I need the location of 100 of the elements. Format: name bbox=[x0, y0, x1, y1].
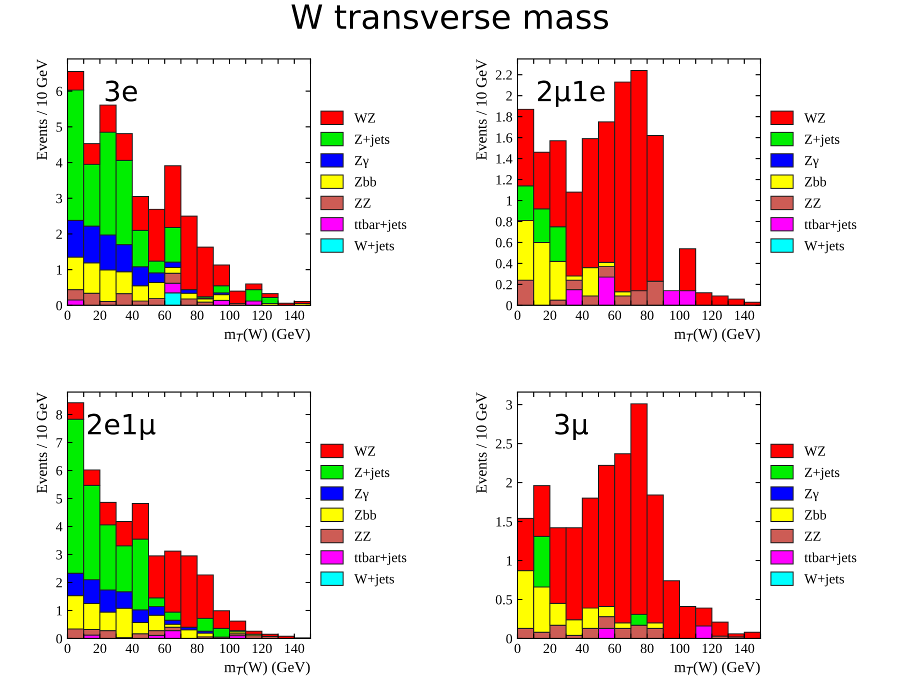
text: W transverse mass bbox=[291, 4, 608, 30]
x-tick-label: 0 bbox=[514, 310, 520, 320]
legend-label: ttbar+jets bbox=[354, 552, 406, 566]
legend-label: WZ bbox=[804, 113, 826, 123]
legend-label: Zγ bbox=[354, 156, 369, 168]
y-tick-label: 2.2 bbox=[496, 70, 512, 80]
legend-label: ttbar+jets bbox=[804, 219, 856, 232]
y-tick-label: 6 bbox=[56, 466, 62, 476]
y-tick-label: 1.6 bbox=[496, 133, 512, 143]
y-tick-label: 5 bbox=[56, 494, 62, 504]
legend-label: ZZ bbox=[354, 532, 370, 541]
y-tick-label: 5 bbox=[56, 122, 62, 132]
legend-label: Z+jets bbox=[354, 468, 390, 480]
x-tick-label: 20 bbox=[94, 644, 106, 654]
legend-label: Zbb bbox=[354, 176, 376, 187]
legend-label: W+jets bbox=[354, 574, 394, 586]
annotation: 2e1μ bbox=[88, 414, 156, 440]
x-tick-label: 120 bbox=[702, 644, 722, 654]
x-tick-label: 140 bbox=[735, 644, 754, 654]
legend-label: ttbar+jets bbox=[804, 552, 856, 566]
x-tick-label: 40 bbox=[576, 644, 589, 654]
legend-label: WZ bbox=[354, 446, 376, 456]
x-axis-title: m$_{T}$(W) (GeV) bbox=[224, 661, 310, 676]
x-tick-label: 0 bbox=[64, 310, 70, 320]
annotation: 3e bbox=[106, 80, 137, 102]
legend-label: Zbb bbox=[804, 510, 826, 520]
x-axis-title: m$_{T}$(W) (GeV) bbox=[674, 328, 760, 342]
x-tick-label: 80 bbox=[190, 310, 204, 320]
legend-label: Zγ bbox=[804, 489, 819, 502]
y-tick-label: 3 bbox=[56, 194, 62, 204]
x-tick-label: 60 bbox=[158, 310, 172, 320]
y-tick-label: 2 bbox=[56, 230, 62, 239]
y-tick-label: 0 bbox=[56, 300, 62, 310]
x-axis-title: m$_{T}$(W) (GeV) bbox=[224, 328, 310, 342]
y-tick-label: 0.6 bbox=[496, 238, 512, 248]
y-tick-label: 2 bbox=[506, 478, 512, 488]
y-tick-label: 1 bbox=[506, 196, 512, 206]
y-tick-label: 2.5 bbox=[496, 439, 512, 449]
x-tick-label: 0 bbox=[514, 644, 520, 654]
x-tick-label: 80 bbox=[640, 310, 654, 320]
y-tick-label: 8 bbox=[56, 410, 62, 420]
y-tick-label: 0 bbox=[506, 300, 512, 310]
y-tick-label: 1 bbox=[56, 265, 62, 274]
legend-label: Z+jets bbox=[804, 134, 840, 147]
x-tick-label: 140 bbox=[285, 644, 304, 654]
x-tick-label: 40 bbox=[576, 310, 589, 320]
x-tick-label: 20 bbox=[544, 310, 556, 320]
legend-label: WZ bbox=[804, 446, 826, 456]
legend-label: Z+jets bbox=[354, 134, 390, 147]
x-tick-label: 40 bbox=[126, 644, 139, 654]
x-tick-label: 80 bbox=[190, 644, 204, 654]
x-tick-label: 120 bbox=[252, 644, 272, 654]
y-tick-label: 1 bbox=[506, 556, 512, 566]
y-tick-label: 6 bbox=[56, 86, 62, 96]
x-tick-label: 120 bbox=[252, 310, 272, 320]
y-tick-label: 1.4 bbox=[496, 154, 512, 164]
legend-label: WZ bbox=[354, 113, 376, 123]
y-axis-title: Events / 10 GeV bbox=[36, 392, 48, 494]
y-tick-label: 2 bbox=[506, 91, 512, 100]
legend-label: W+jets bbox=[354, 241, 394, 254]
x-tick-label: 60 bbox=[608, 310, 622, 320]
y-tick-label: 0.4 bbox=[496, 259, 512, 268]
x-tick-label: 60 bbox=[608, 644, 622, 654]
y-tick-label: 0.8 bbox=[496, 217, 512, 227]
y-axis-title: Events / 10 GeV bbox=[36, 59, 48, 160]
y-tick-label: 1 bbox=[56, 606, 62, 616]
y-axis-title: Events / 10 GeV bbox=[476, 392, 487, 494]
x-tick-label: 140 bbox=[735, 310, 754, 320]
legend-label: ZZ bbox=[804, 532, 820, 541]
legend-label: W+jets bbox=[804, 241, 844, 254]
x-tick-label: 100 bbox=[220, 644, 240, 654]
x-tick-label: 20 bbox=[544, 644, 556, 654]
y-tick-label: 1.8 bbox=[496, 112, 512, 122]
legend-label: Zγ bbox=[804, 156, 819, 168]
legend-label: Z+jets bbox=[804, 468, 840, 480]
legend-label: Zbb bbox=[354, 510, 376, 520]
legend-label: Zbb bbox=[804, 176, 826, 187]
y-tick-label: 4 bbox=[56, 522, 62, 532]
y-tick-label: 1.2 bbox=[496, 175, 512, 185]
y-tick-label: 7 bbox=[56, 438, 62, 448]
x-tick-label: 40 bbox=[126, 310, 139, 320]
y-tick-label: 1.5 bbox=[496, 517, 512, 527]
legend-label: ZZ bbox=[804, 198, 820, 208]
y-tick-label: 0.2 bbox=[496, 280, 512, 290]
legend-label: ttbar+jets bbox=[354, 219, 406, 232]
x-tick-label: 80 bbox=[640, 644, 654, 654]
y-tick-label: 0 bbox=[56, 634, 62, 644]
annotation: 2μ1e bbox=[538, 80, 605, 107]
y-tick-label: 2 bbox=[56, 578, 62, 588]
y-tick-label: 3 bbox=[506, 400, 512, 410]
y-tick-label: 0 bbox=[506, 634, 512, 644]
y-tick-label: 0.5 bbox=[496, 595, 512, 605]
y-tick-label: 4 bbox=[56, 158, 62, 168]
x-tick-label: 120 bbox=[702, 310, 722, 320]
legend-label: Zγ bbox=[354, 489, 369, 502]
x-tick-label: 100 bbox=[220, 310, 240, 320]
x-tick-label: 140 bbox=[285, 310, 304, 320]
x-tick-label: 0 bbox=[64, 644, 70, 654]
x-tick-label: 100 bbox=[670, 644, 690, 654]
legend-label: W+jets bbox=[804, 574, 844, 586]
